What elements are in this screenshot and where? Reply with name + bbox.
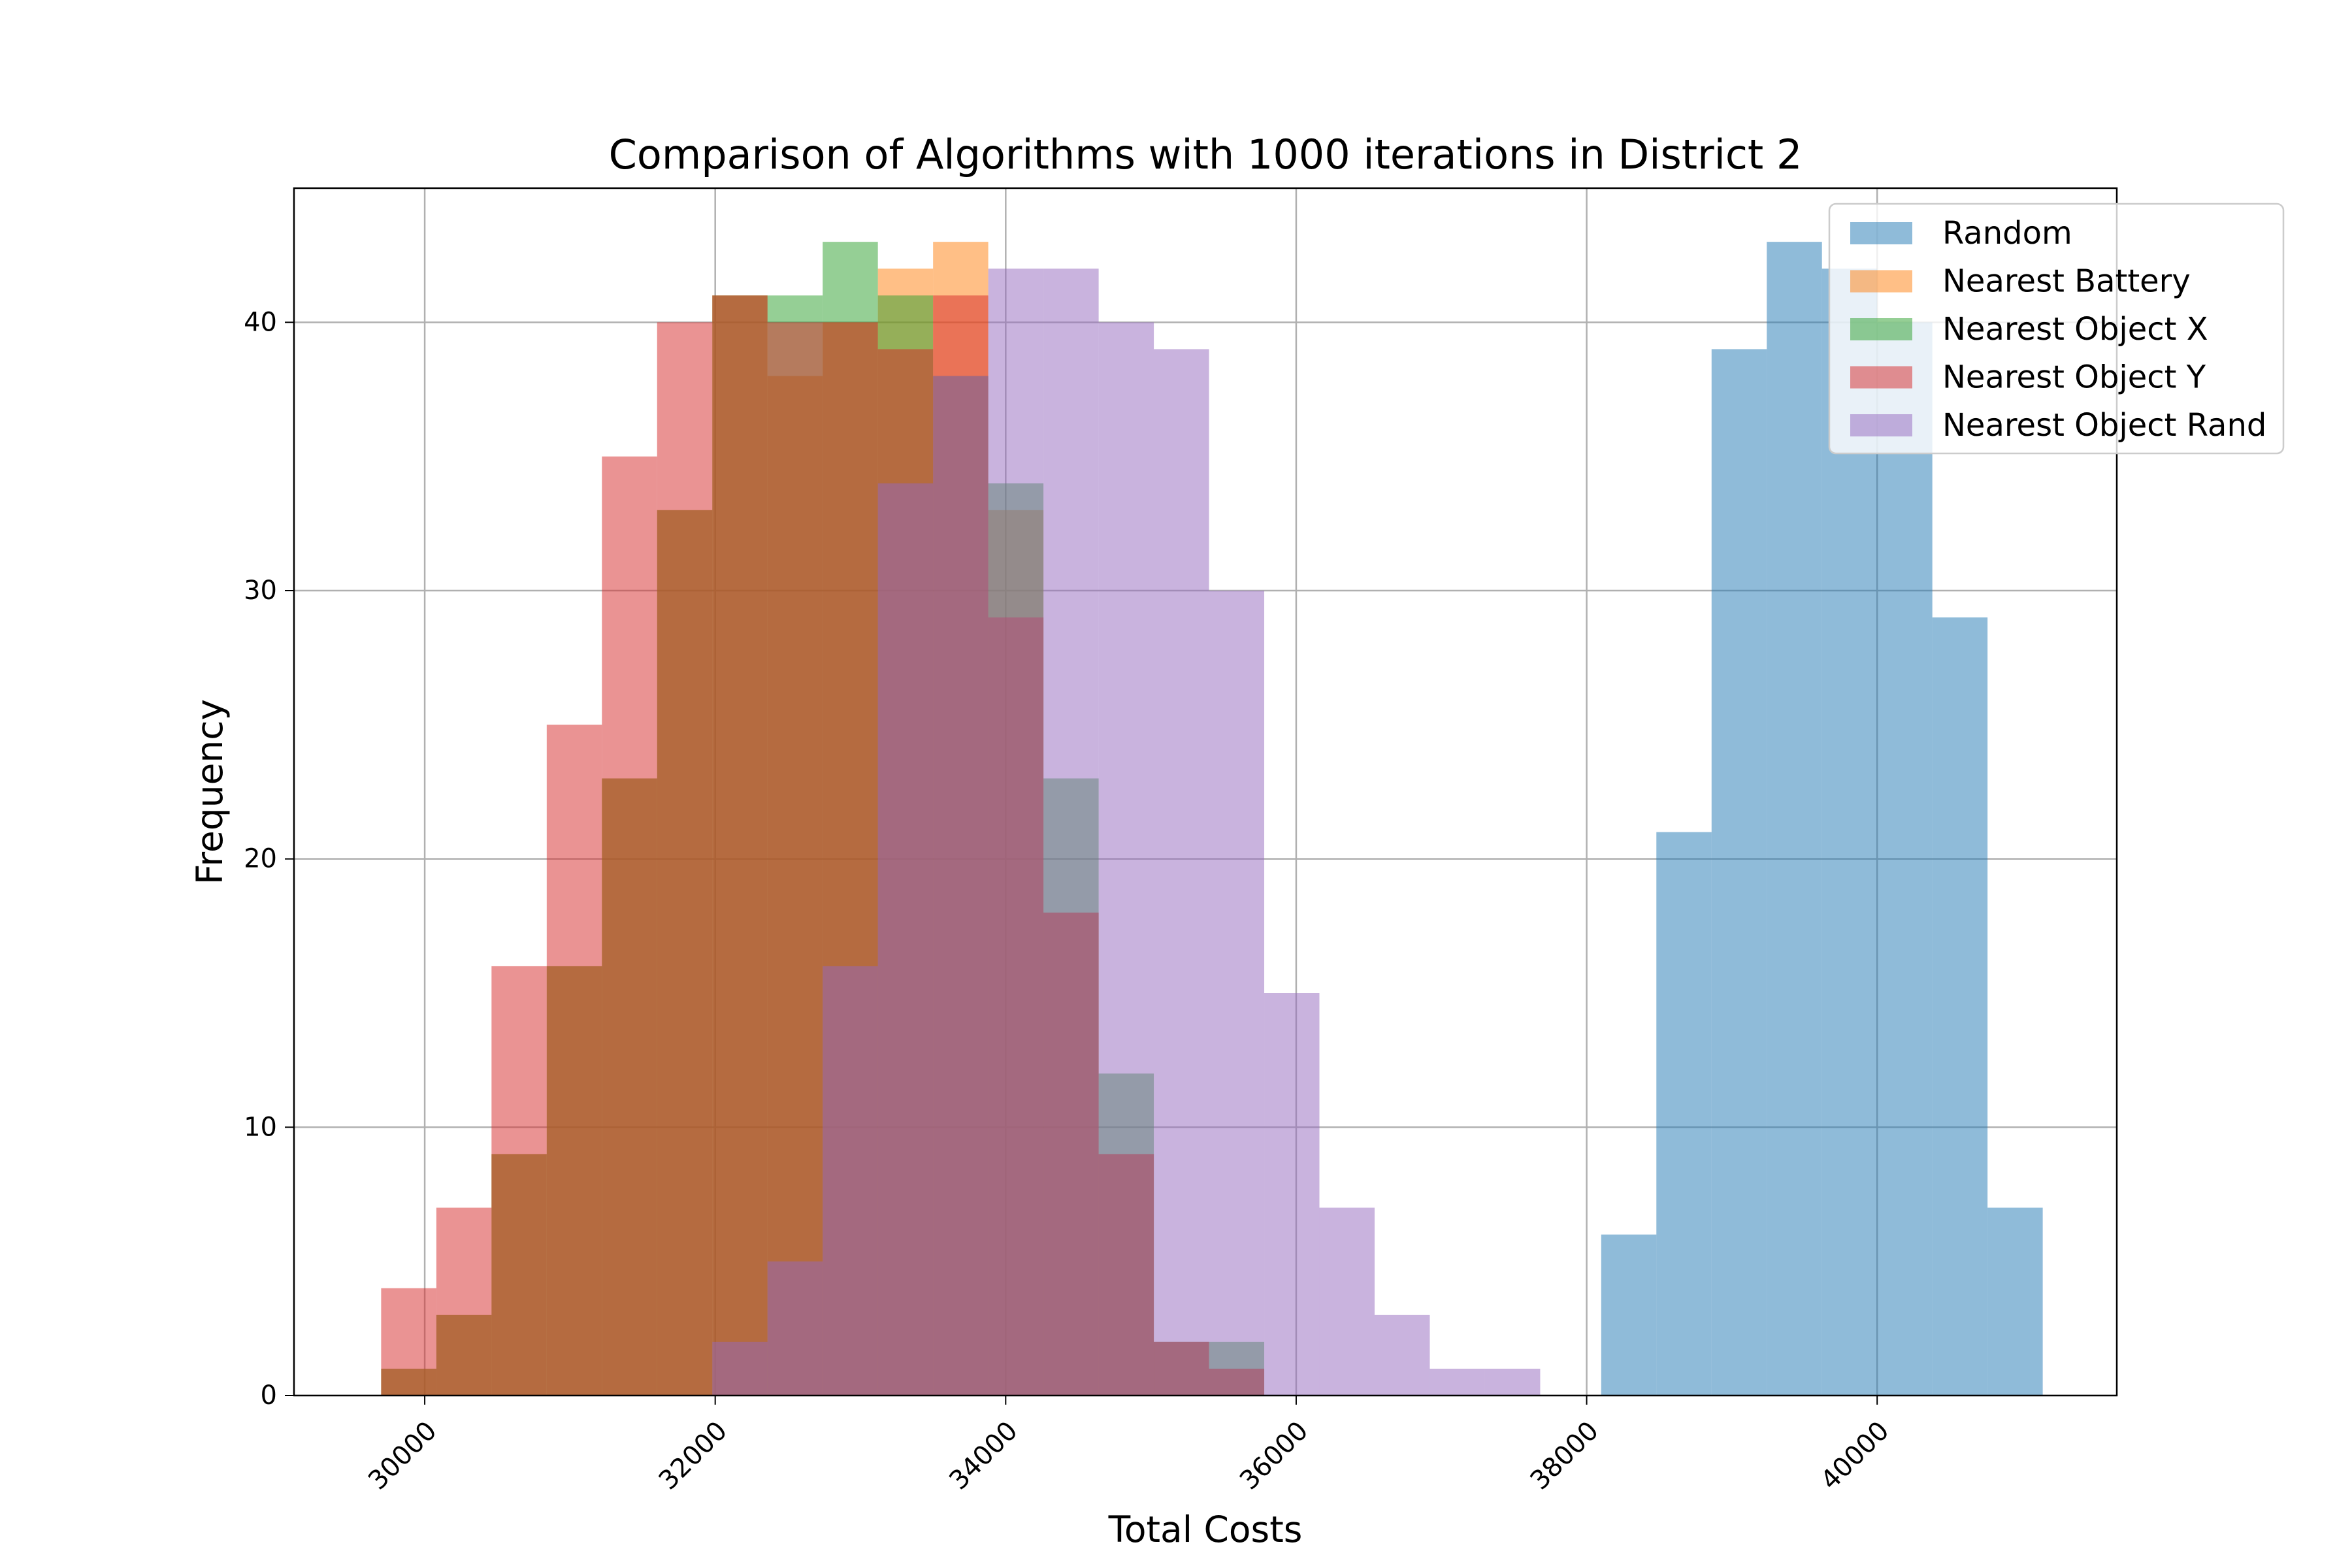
series-nearest-object-rand <box>712 269 1541 1396</box>
bar-random <box>1656 832 1712 1396</box>
bar-nearest-object-y <box>491 966 547 1396</box>
legend-swatch-nearest-object-x <box>1850 318 1912 340</box>
y-tick-label: 10 <box>244 1112 277 1142</box>
legend-frame <box>1828 203 2285 455</box>
histogram-bars <box>381 242 2043 1396</box>
legend-swatch-nearest-object-y <box>1850 366 1912 389</box>
y-tick-label: 30 <box>244 576 277 606</box>
bar-nearest-object-y <box>436 1207 492 1396</box>
y-axis-ticks: 0 10 20 30 40 <box>244 307 294 1411</box>
bar-nearest-object-rand <box>1043 269 1099 1396</box>
bar-random <box>1932 617 1988 1396</box>
bar-nearest-object-y <box>657 322 713 1396</box>
bar-nearest-object-y <box>381 1288 436 1396</box>
bar-nearest-object-rand <box>933 376 988 1396</box>
bar-nearest-object-y <box>546 725 602 1396</box>
legend-swatch-nearest-object-rand <box>1850 414 1912 436</box>
bar-nearest-object-rand <box>1209 591 1265 1396</box>
y-tick-label: 40 <box>244 307 277 337</box>
series-random <box>1601 242 2043 1396</box>
bar-random <box>1767 242 1822 1396</box>
bar-nearest-object-rand <box>988 269 1044 1396</box>
legend-swatch-nearest-battery <box>1850 270 1912 293</box>
legend-label-nearest-object-y: Nearest Object Y <box>1942 359 2206 396</box>
plot-frame <box>293 187 2118 1397</box>
bar-nearest-object-rand <box>1098 322 1154 1396</box>
x-axis-title: Total Costs <box>1108 1509 1303 1550</box>
bar-nearest-object-rand <box>1319 1207 1375 1396</box>
bar-nearest-object-rand <box>1484 1368 1541 1396</box>
y-tick-label: 20 <box>244 844 277 874</box>
bar-nearest-object-rand <box>767 1261 823 1396</box>
bar-nearest-object-rand <box>823 966 878 1396</box>
bar-random <box>1877 322 1933 1396</box>
legend-swatch-random <box>1850 222 1912 244</box>
bar-nearest-object-y <box>602 456 657 1396</box>
bar-nearest-object-y <box>712 295 768 1396</box>
y-tick-label: 0 <box>261 1380 277 1411</box>
chart-title: Comparison of Algorithms with 1000 itera… <box>609 131 1803 178</box>
bar-nearest-object-rand <box>1154 349 1209 1396</box>
legend-label-random: Random <box>1942 215 2072 252</box>
bar-random <box>1987 1207 2043 1396</box>
bar-nearest-object-rand <box>877 483 934 1396</box>
bar-nearest-object-y <box>767 322 823 1396</box>
bar-nearest-object-rand <box>1429 1368 1485 1396</box>
y-axis-title: Frequency <box>189 699 231 885</box>
bar-nearest-object-rand <box>1264 993 1320 1396</box>
bar-random <box>1711 349 1767 1396</box>
legend: Random Nearest Battery Nearest Object X Nea… <box>1828 203 2285 455</box>
bar-nearest-object-rand <box>712 1341 768 1396</box>
bar-random <box>1601 1234 1657 1396</box>
legend-label-nearest-object-rand: Nearest Object Rand <box>1942 407 2266 444</box>
legend-label-nearest-battery: Nearest Battery <box>1942 263 2191 300</box>
bar-random <box>1821 269 1878 1396</box>
legend-label-nearest-object-x: Nearest Object X <box>1942 311 2208 348</box>
bar-nearest-object-rand <box>1374 1315 1430 1396</box>
